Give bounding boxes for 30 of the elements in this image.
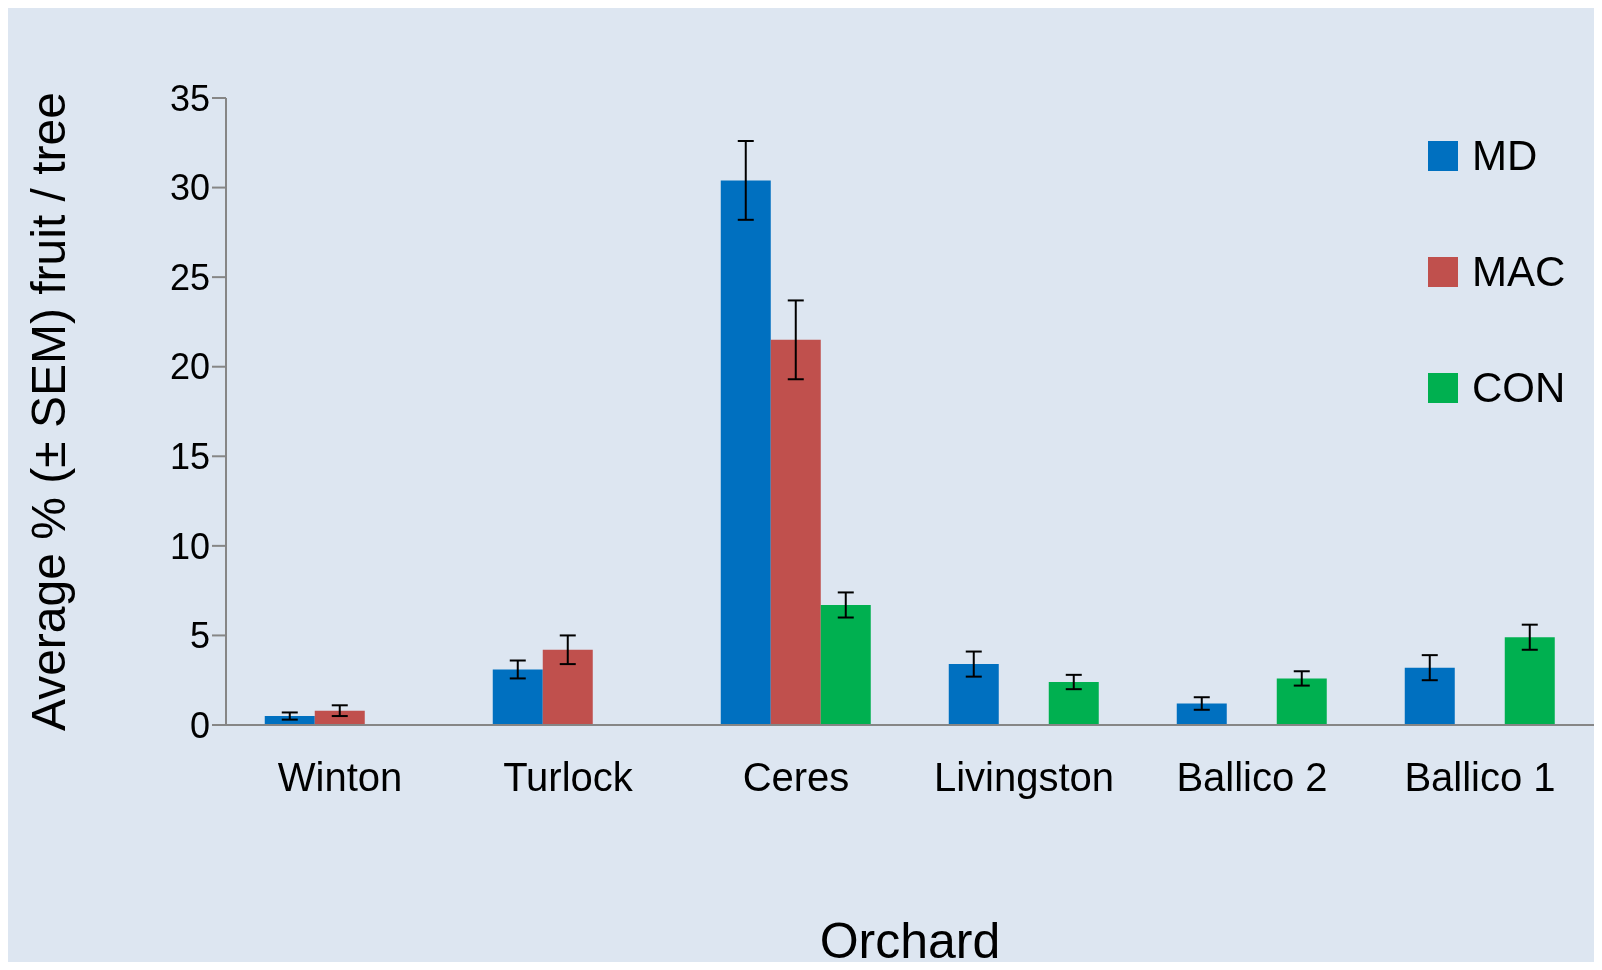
bar xyxy=(492,669,543,725)
y-tick-label: 10 xyxy=(169,525,210,567)
x-tick-label: Turlock xyxy=(503,755,634,800)
bar xyxy=(1176,703,1227,725)
legend-label: MAC xyxy=(1472,248,1566,296)
x-tick-label: Ballico 1 xyxy=(1404,755,1556,800)
x-tick-label: Livingston xyxy=(933,755,1115,800)
bar xyxy=(948,664,999,725)
y-tick-label: 5 xyxy=(189,615,210,657)
y-tick-label: 15 xyxy=(169,436,210,478)
bar xyxy=(820,604,871,725)
x-axis-title: Orchard xyxy=(819,913,1001,969)
legend-label: MD xyxy=(1472,132,1538,180)
bar xyxy=(1276,678,1327,725)
legend-label: CON xyxy=(1472,364,1566,412)
y-tick-label: 25 xyxy=(169,256,210,298)
x-tick-label: Winton xyxy=(277,755,403,800)
x-tick-label: Ballico 2 xyxy=(1176,755,1328,800)
y-tick-label: 30 xyxy=(169,167,210,209)
y-tick-label: 35 xyxy=(169,77,210,119)
bar xyxy=(542,649,593,725)
bar xyxy=(770,339,821,725)
bar xyxy=(1048,682,1099,725)
bar xyxy=(1404,667,1455,725)
y-tick-label: 0 xyxy=(189,704,210,746)
y-tick-label: 20 xyxy=(169,346,210,388)
bar xyxy=(1504,637,1555,725)
y-axis-title: Average % (± SEM) fruit / tree xyxy=(22,92,76,731)
bar xyxy=(720,180,771,725)
x-tick-label: Ceres xyxy=(742,755,850,800)
